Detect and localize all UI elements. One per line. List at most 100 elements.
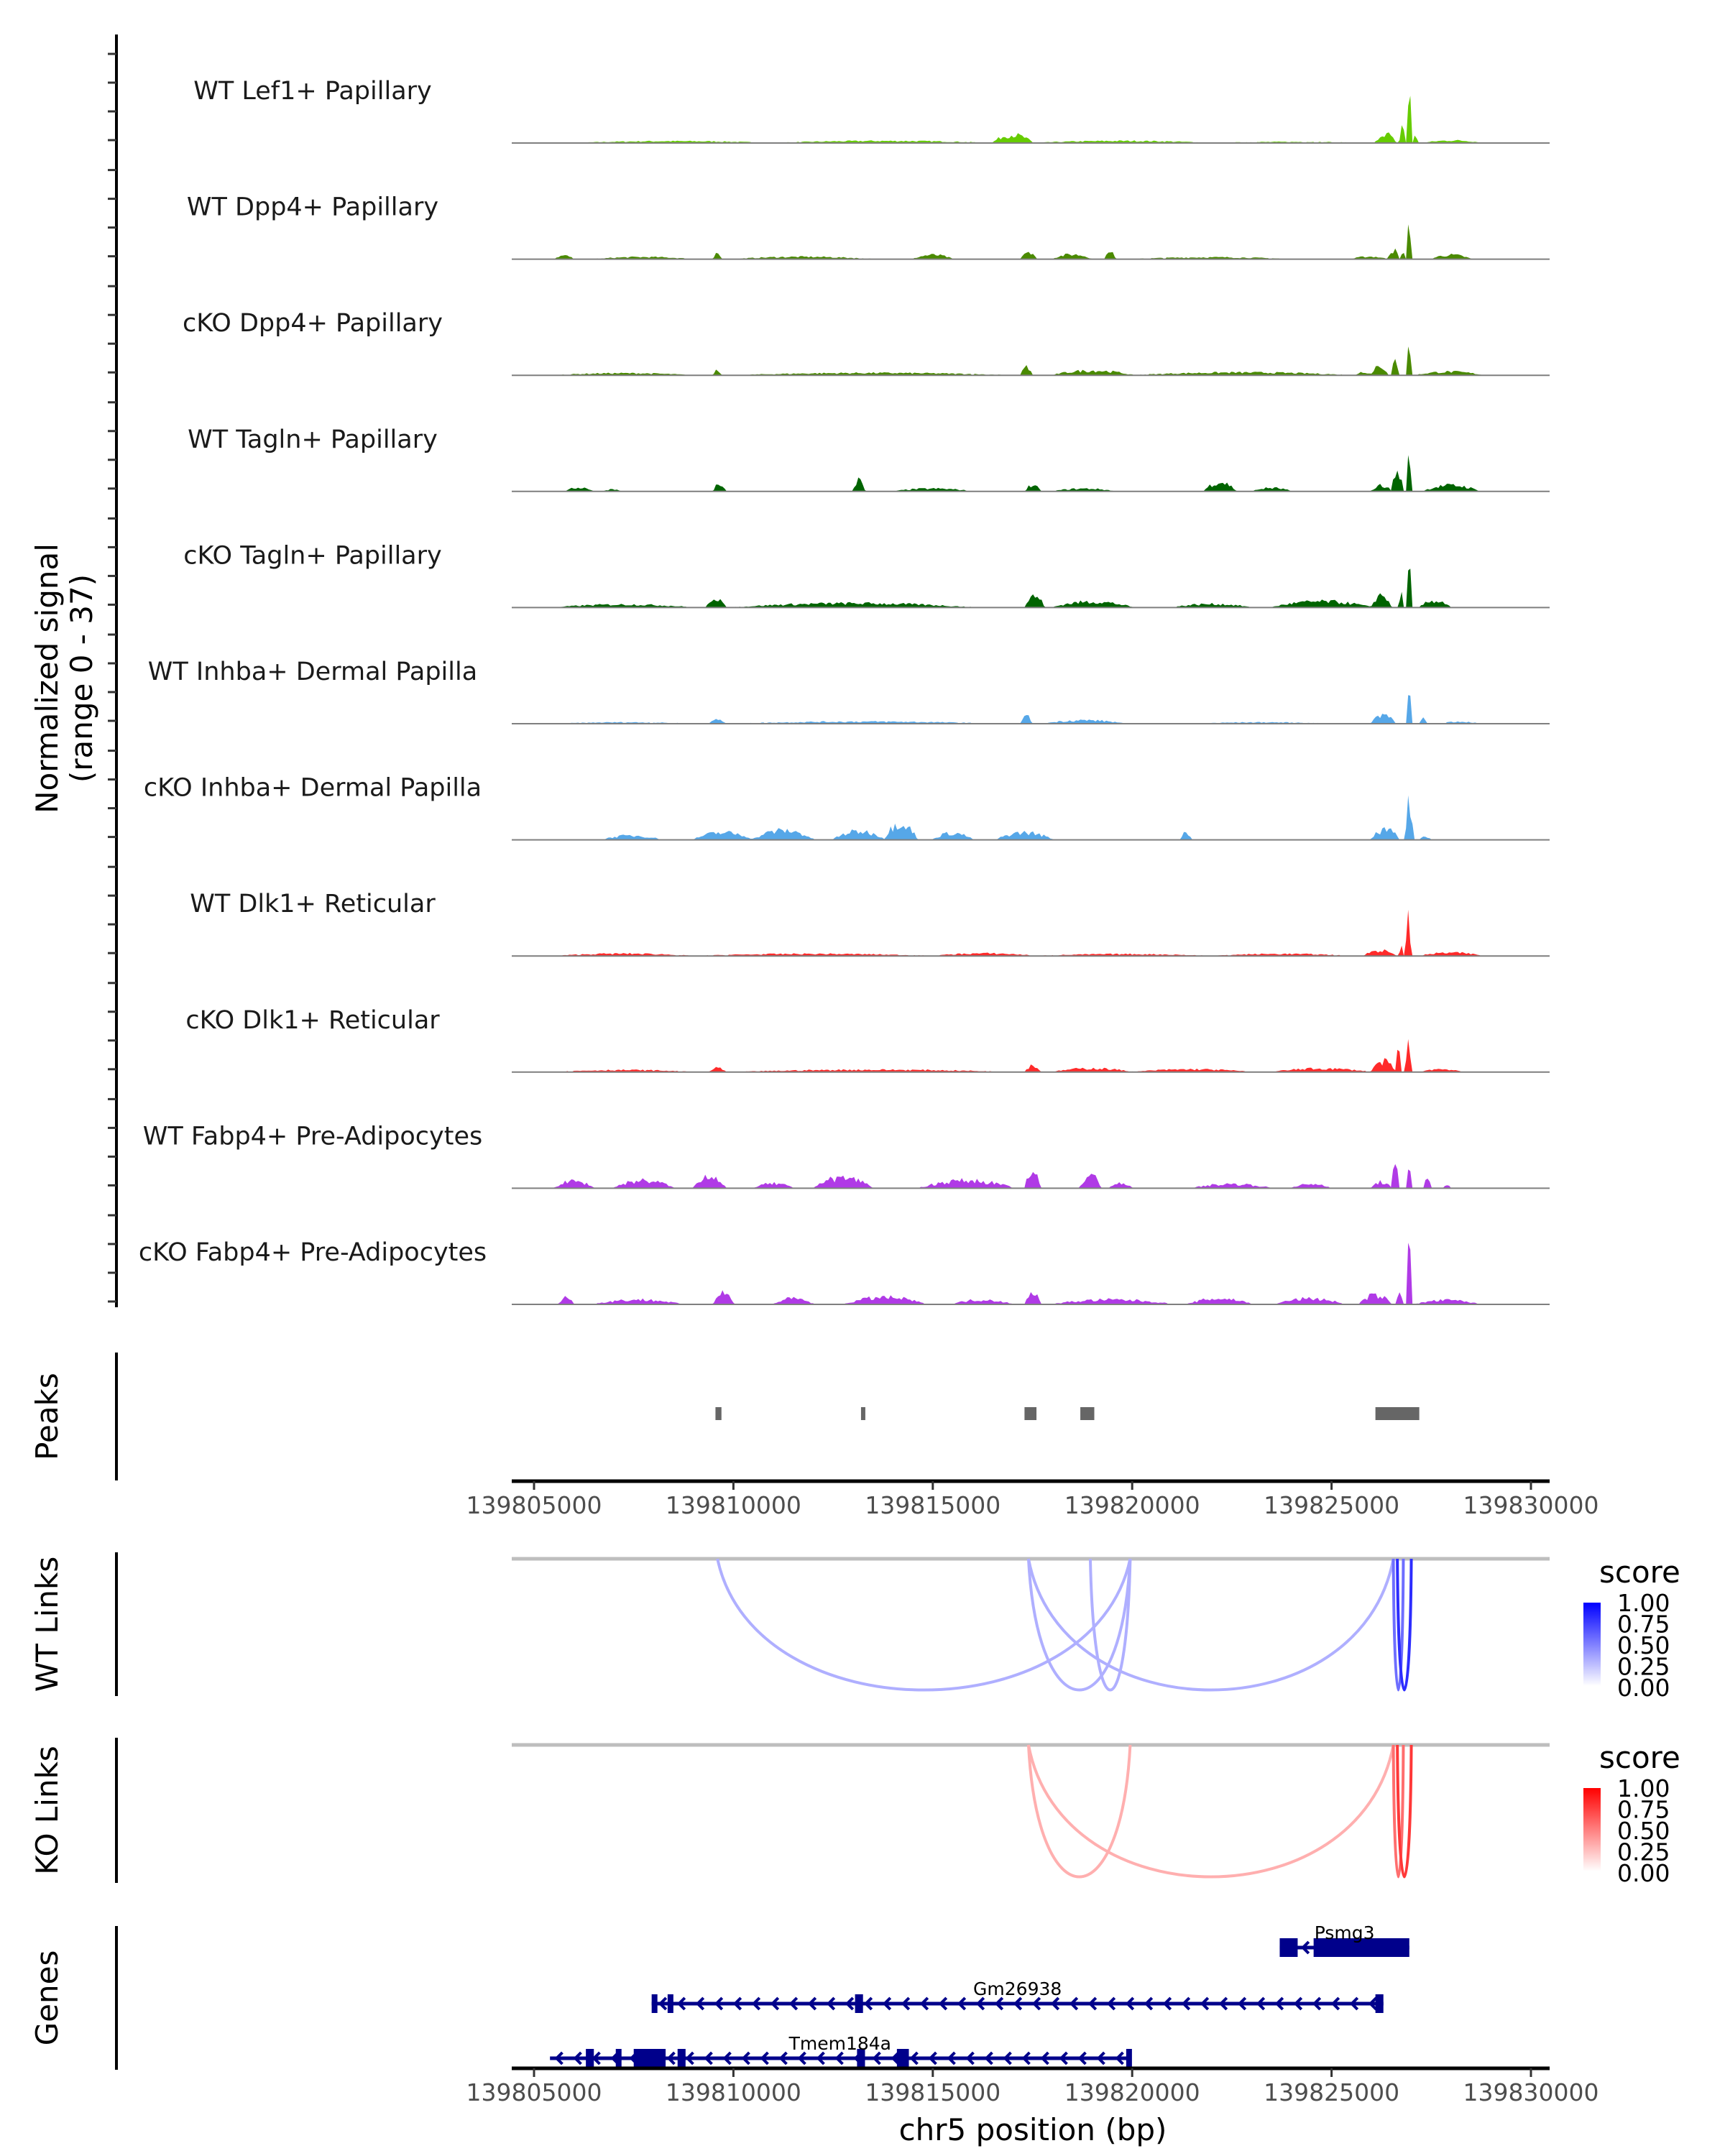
strand-arrow	[1162, 1996, 1172, 2011]
coverage-area	[512, 96, 1550, 143]
strand-arrow	[1237, 1996, 1247, 2011]
x-tick-label: 139815000	[865, 1491, 1000, 1519]
strand-arrow	[732, 1996, 742, 2011]
track-label: cKO Tagln+ Papillary	[183, 541, 442, 570]
link-arc	[1396, 1558, 1413, 1692]
link-arc	[1088, 1558, 1132, 1692]
strand-arrow	[658, 1996, 668, 2011]
strand-arrow	[778, 2051, 788, 2065]
x-tick-label: 139805000	[466, 2078, 602, 2106]
legend-colorbar	[1583, 1603, 1601, 1686]
strand-arrow	[1040, 2051, 1049, 2065]
exon-block	[1279, 1938, 1298, 1957]
coverage-track: cKO Dlk1+ Reticular	[185, 1006, 1550, 1073]
strand-arrow	[957, 1996, 967, 2011]
strand-arrow	[1300, 1940, 1310, 1955]
strand-arrow	[938, 1996, 948, 2011]
strand-arrow	[1106, 1996, 1116, 2011]
coverage-y-axis-title-line2: (range 0 - 37)	[64, 574, 99, 783]
x-tick-label: 139830000	[1463, 2078, 1599, 2106]
exon-block	[855, 1994, 863, 2013]
exon-block	[633, 2049, 666, 2068]
coverage-track: cKO Fabp4+ Pre-Adipocytes	[139, 1238, 1550, 1305]
track-label: WT Dlk1+ Reticular	[190, 890, 436, 918]
strand-arrow	[984, 2051, 993, 2065]
exon-block	[667, 1994, 673, 2013]
link-arc	[1392, 1744, 1405, 1879]
coverage-area	[512, 224, 1550, 259]
strand-arrow	[882, 1996, 892, 2011]
strand-arrow	[760, 2051, 769, 2065]
coverage-track: cKO Tagln+ Papillary	[183, 541, 1550, 609]
link-arc	[1392, 1558, 1405, 1692]
x-tick-label: 139830000	[1463, 1491, 1599, 1519]
link-arc	[1026, 1744, 1395, 1879]
x-tick-label: 139820000	[1064, 1491, 1200, 1519]
legend-tick-label: 0.25	[1617, 1653, 1670, 1681]
strand-arrow	[1125, 1996, 1135, 2011]
ko-links-track-title: KO Links	[29, 1746, 65, 1875]
track-label: WT Dpp4+ Papillary	[187, 193, 438, 222]
peak-interval	[1024, 1407, 1037, 1420]
gene-models: Psmg3 Gm26938 Tmem184a	[550, 1922, 1409, 2068]
coverage-area	[512, 909, 1550, 957]
strand-arrow	[1096, 2051, 1105, 2065]
strand-arrow	[554, 2051, 564, 2065]
strand-arrow	[901, 1996, 911, 2011]
strand-arrow	[1330, 1996, 1340, 2011]
x-tick-label: 139825000	[1264, 2078, 1399, 2106]
coverage-area	[512, 568, 1550, 608]
strand-arrow	[592, 2051, 601, 2065]
exon-block	[857, 2049, 865, 2068]
strand-arrow	[1293, 1996, 1303, 2011]
peak-interval	[1375, 1407, 1420, 1420]
strand-arrow	[928, 2051, 937, 2065]
peaks-track-title: Peaks	[29, 1373, 65, 1460]
x-tick-label: 139810000	[666, 2078, 801, 2106]
strand-arrow	[770, 1996, 780, 2011]
track-label: WT Tagln+ Papillary	[188, 425, 438, 454]
coverage-track: WT Lef1+ Papillary	[193, 77, 1550, 144]
strand-arrow	[909, 2051, 919, 2065]
coverage-track: WT Fabp4+ Pre-Adipocytes	[143, 1122, 1550, 1189]
strand-arrow	[1087, 1996, 1098, 2011]
strand-arrow	[722, 2051, 732, 2065]
strand-arrow	[685, 2051, 694, 2065]
strand-arrow	[741, 2051, 750, 2065]
strand-arrow	[826, 1996, 836, 2011]
track-label: WT Lef1+ Papillary	[193, 77, 432, 106]
legend-tick-label: 0.75	[1617, 1796, 1670, 1824]
strand-arrow	[1368, 1996, 1378, 2011]
strand-arrow	[863, 1996, 873, 2011]
x-tick-label: 139810000	[666, 1491, 801, 1519]
strand-arrow	[1003, 2051, 1012, 2065]
track-label: cKO Fabp4+ Pre-Adipocytes	[139, 1238, 487, 1267]
peaks-panel: Peaks 139805000 139810000 139815000 1398200…	[29, 1353, 1598, 1519]
coverage-track: cKO Inhba+ Dermal Papilla	[144, 774, 1550, 841]
peaks-marks	[715, 1407, 1420, 1420]
coverage-panel: Normalized signal (range 0 - 37) WT Lef1…	[29, 34, 1550, 1307]
wt-links-track-title: WT Links	[29, 1557, 65, 1692]
strand-arrow	[666, 2051, 676, 2065]
peak-interval	[715, 1407, 722, 1420]
legend-title: score	[1599, 1740, 1680, 1775]
strand-arrow	[975, 1996, 985, 2011]
coverage-track: WT Inhba+ Dermal Papilla	[148, 658, 1550, 724]
legend-title: score	[1599, 1554, 1680, 1590]
strand-arrow	[947, 2051, 956, 2065]
track-label: cKO Dpp4+ Papillary	[183, 309, 443, 338]
exon-block	[1126, 2049, 1132, 2068]
link-arc	[716, 1558, 1132, 1692]
legend-colorbar	[1583, 1788, 1601, 1871]
x-tick-label: 139825000	[1264, 1491, 1399, 1519]
track-label: WT Inhba+ Dermal Papilla	[148, 658, 477, 686]
exon-block	[651, 1994, 658, 2013]
exon-block	[615, 2049, 622, 2068]
x-tick-label: 139805000	[466, 1491, 602, 1519]
strand-arrow	[695, 1996, 705, 2011]
gene-model: Psmg3	[1279, 1922, 1409, 1957]
peak-interval	[860, 1407, 865, 1420]
